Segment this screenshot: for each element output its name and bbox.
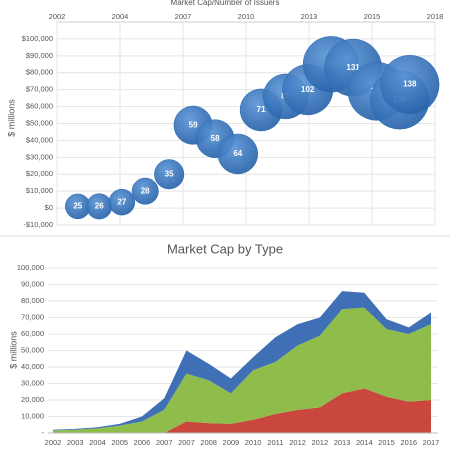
x-tick-label: 2012 <box>289 438 306 447</box>
x-tick-label: 2007 <box>178 438 195 447</box>
y-tick-label: $0 <box>45 203 53 212</box>
x-tick-label: 2009 <box>223 438 240 447</box>
x-tick-label: 2015 <box>364 12 381 21</box>
x-tick-label: 2008 <box>200 438 217 447</box>
y-tick-label: $30,000 <box>26 152 53 161</box>
x-tick-label: 2013 <box>334 438 351 447</box>
y-tick-label: 10,000 <box>21 411 44 420</box>
bubble-label: 26 <box>95 202 104 211</box>
x-tick-label: 2003 <box>67 438 84 447</box>
y-tick-label: $80,000 <box>26 68 53 77</box>
y-tick-label: 30,000 <box>21 378 44 387</box>
y-tick-label: - <box>42 428 45 437</box>
area <box>53 307 431 433</box>
x-tick-label: 2015 <box>378 438 395 447</box>
chart-title: Market Cap by Type <box>167 241 283 256</box>
x-tick-label: 2011 <box>267 438 283 447</box>
x-tick-label: 2016 <box>400 438 417 447</box>
y-axis-label: $ millions <box>6 99 16 137</box>
x-tick-label: 2012 <box>311 438 328 447</box>
y-tick-label: $20,000 <box>26 169 53 178</box>
bubble-label: 58 <box>211 134 220 143</box>
y-tick-label: -$10,000 <box>23 220 53 229</box>
bubble <box>217 133 259 175</box>
y-tick-label: 40,000 <box>21 362 44 371</box>
bubble-label: 28 <box>141 186 150 195</box>
x-tick-label: 2002 <box>49 12 66 21</box>
y-tick-label: 20,000 <box>21 395 44 404</box>
bubble-label: 27 <box>117 197 126 206</box>
x-tick-label: 2002 <box>45 438 62 447</box>
bubble-label: 25 <box>73 202 82 211</box>
y-tick-label: $10,000 <box>26 186 53 195</box>
x-tick-label: 2018 <box>427 12 444 21</box>
x-tick-label: 2004 <box>89 438 106 447</box>
y-tick-label: 80,000 <box>21 296 44 305</box>
y-tick-label: $100,000 <box>22 34 53 43</box>
bubble-label: 102 <box>301 85 315 94</box>
y-tick-label: 70,000 <box>21 312 44 321</box>
y-tick-label: 60,000 <box>21 329 44 338</box>
area <box>53 388 431 433</box>
x-tick-label: 2007 <box>156 438 173 447</box>
y-tick-label: $50,000 <box>26 118 53 127</box>
bubble <box>131 177 159 205</box>
bubble-label: 35 <box>165 169 174 178</box>
bubble <box>108 188 136 216</box>
bubble-label: 131 <box>346 63 360 72</box>
y-tick-label: 90,000 <box>21 279 44 288</box>
y-tick-label: $70,000 <box>26 85 53 94</box>
y-tick-label: 50,000 <box>21 345 44 354</box>
bubble-label: 71 <box>257 105 266 114</box>
x-tick-label: 2017 <box>423 438 440 447</box>
bubble-label: 64 <box>233 149 242 158</box>
x-tick-label: 2004 <box>112 12 129 21</box>
x-tick-label: 2010 <box>238 12 255 21</box>
y-tick-label: 100,000 <box>17 263 44 272</box>
x-tick-label: 2005 <box>111 438 128 447</box>
y-tick-label: $60,000 <box>26 102 53 111</box>
y-tick-label: $90,000 <box>26 51 53 60</box>
chart-title: Market Cap/Number of Issuers <box>171 0 280 7</box>
bubble <box>380 54 440 115</box>
bubble-label: 59 <box>189 120 198 129</box>
y-axis-label: $ millions <box>8 331 18 369</box>
x-tick-label: 2014 <box>356 438 373 447</box>
bubble-label: 138 <box>403 80 417 89</box>
x-tick-label: 2006 <box>134 438 151 447</box>
x-tick-label: 2010 <box>245 438 262 447</box>
bubble <box>154 159 185 190</box>
x-tick-label: 2007 <box>175 12 192 21</box>
y-tick-label: $40,000 <box>26 135 53 144</box>
x-tick-label: 2013 <box>301 12 318 21</box>
